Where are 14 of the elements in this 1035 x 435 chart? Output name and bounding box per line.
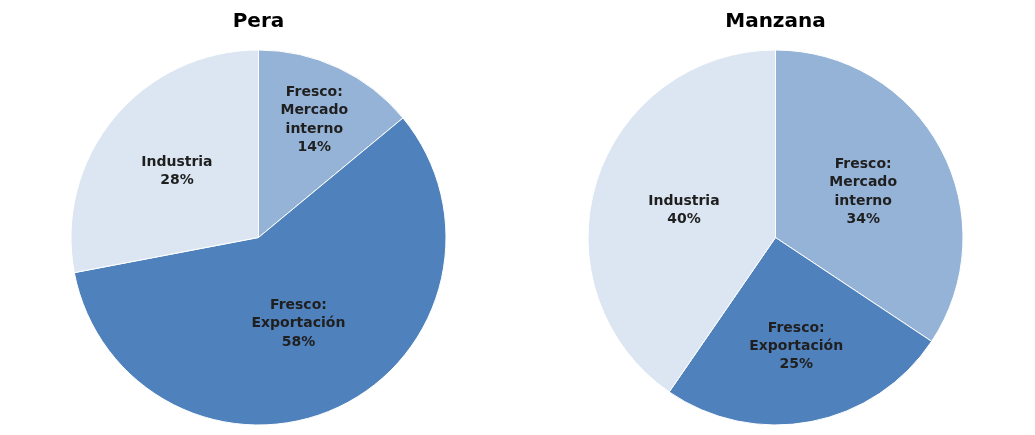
data-label: 25% bbox=[779, 355, 813, 372]
chart-title: Manzana bbox=[725, 8, 826, 33]
data-label: 58% bbox=[281, 332, 316, 349]
slice-label: Industria bbox=[648, 191, 720, 208]
slice-label: Fresco: Mercado interno bbox=[280, 83, 349, 136]
slice-label: Industria bbox=[141, 152, 213, 169]
slice-label: Fresco: Mercado interno bbox=[829, 155, 898, 208]
slice-label: Fresco: Exportación bbox=[251, 296, 346, 331]
data-label: 14% bbox=[297, 137, 332, 154]
data-label: 34% bbox=[846, 209, 880, 226]
chart-title: Pera bbox=[232, 8, 285, 33]
data-label: 28% bbox=[160, 171, 194, 188]
slice-label: Fresco: Exportación bbox=[749, 318, 844, 353]
data-label: 40% bbox=[667, 210, 701, 227]
